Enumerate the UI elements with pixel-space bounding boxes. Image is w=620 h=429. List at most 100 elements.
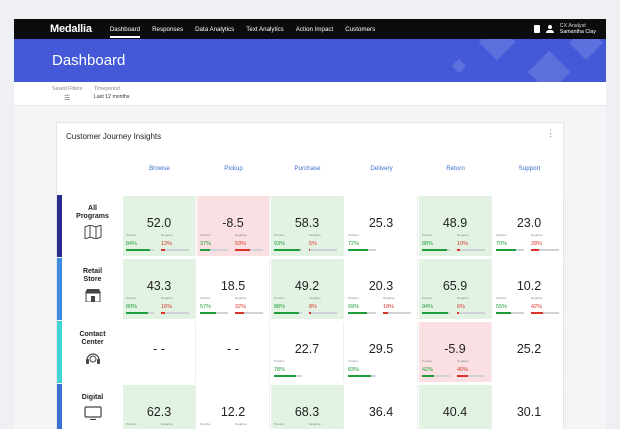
metric-cell[interactable]: 48.9 Positive 88% Negative 10% xyxy=(419,196,492,256)
metric-value: 68.3 xyxy=(294,405,320,419)
positive-bar xyxy=(274,249,302,251)
metric-cell[interactable]: 22.7 Positive 78% xyxy=(271,322,344,382)
metric-value: 29.5 xyxy=(368,342,394,356)
metric-cell[interactable]: - - xyxy=(197,322,270,382)
column-header-delivery[interactable]: Delivery xyxy=(370,165,393,172)
row-label[interactable]: All Programs xyxy=(62,195,123,257)
negative-percent: 16% xyxy=(161,304,173,310)
positive-percent: 57% xyxy=(200,304,212,310)
metric-cell[interactable]: 30.1 xyxy=(493,385,566,429)
metric-cell[interactable]: -5.9 Positive 42% Negative 40% xyxy=(419,322,492,382)
negative-bar xyxy=(457,249,485,251)
positive-bar xyxy=(348,375,376,377)
negative-bar xyxy=(531,312,559,314)
timeperiod-filter[interactable]: Timeperiod Last 12 months xyxy=(94,86,129,100)
card-title: Customer Journey Insights xyxy=(66,132,162,141)
more-options-icon[interactable]: ⋮ xyxy=(546,128,555,138)
row-label[interactable]: Digital xyxy=(62,384,123,429)
negative-label: Negative xyxy=(531,296,543,300)
top-navigation: Medallia Dashboard Responses Data Analyt… xyxy=(14,19,606,39)
negative-bar xyxy=(457,375,485,377)
nav-action-impact[interactable]: Action Impact xyxy=(295,25,334,33)
metric-cell[interactable]: 65.9 Positive 94% Negative 6% xyxy=(419,259,492,319)
positive-percent: 83% xyxy=(348,367,360,373)
positive-label: Positive xyxy=(496,233,507,237)
metric-cell[interactable]: 52.0 Positive 84% Negative 13% xyxy=(123,196,196,256)
nav-dashboard[interactable]: Dashboard xyxy=(109,20,141,39)
user-info[interactable]: CX Analyst Samantha Clay xyxy=(560,23,596,36)
nav-responses[interactable]: Responses xyxy=(152,25,184,33)
column-header-pickup[interactable]: Pickup xyxy=(224,165,243,172)
column-header-support[interactable]: Support xyxy=(518,165,541,172)
metric-cell[interactable]: 25.2 xyxy=(493,322,566,382)
journey-insights-card: Customer Journey Insights ⋮ Browse Pickup… xyxy=(56,122,566,429)
column-header-return[interactable]: Return xyxy=(446,165,465,172)
negative-bar xyxy=(531,249,559,251)
metric-cell[interactable]: 10.2 Positive 55% Negative 42% xyxy=(493,259,566,319)
metric-value: 40.4 xyxy=(442,405,468,419)
row-label-line2: Center xyxy=(81,339,104,346)
metric-cell[interactable]: 25.3 Positive 72% xyxy=(345,196,418,256)
document-icon[interactable] xyxy=(533,25,540,33)
metric-cell[interactable]: 29.5 Positive 83% xyxy=(345,322,418,382)
metric-cell[interactable]: 40.4 xyxy=(419,385,492,429)
positive-bar xyxy=(496,312,524,314)
positive-percent: 93% xyxy=(274,241,286,247)
nav-text-analytics[interactable]: Text Analytics xyxy=(246,25,284,33)
row-label[interactable]: Contact Center xyxy=(62,321,123,383)
positive-label: Positive xyxy=(348,296,359,300)
decor-square xyxy=(527,50,571,82)
negative-label: Negative xyxy=(531,233,543,237)
decor-square xyxy=(478,39,516,61)
negative-label: Negative xyxy=(161,296,173,300)
saved-filters[interactable]: Saved Filters ☰ xyxy=(52,86,82,102)
nav-customers[interactable]: Customers xyxy=(345,25,376,33)
negative-label: Negative xyxy=(457,296,469,300)
negative-label: Negative xyxy=(457,233,469,237)
negative-percent: 42% xyxy=(531,304,543,310)
metric-cell[interactable]: 58.3 Positive 93% Negative 5% xyxy=(271,196,344,256)
metric-value: 20.3 xyxy=(368,279,394,293)
user-role: CX Analyst xyxy=(559,22,586,29)
metric-value: 10.2 xyxy=(516,279,542,293)
metric-value: 65.9 xyxy=(442,279,468,293)
brand-logo[interactable]: Medallia xyxy=(50,23,92,35)
row-label[interactable]: Retail Store xyxy=(62,258,123,320)
metric-value: -8.5 xyxy=(222,216,244,230)
negative-percent: 6% xyxy=(457,304,465,310)
user-icon[interactable] xyxy=(545,25,554,33)
metric-cell[interactable]: - - xyxy=(123,322,196,382)
metric-cell[interactable]: 20.3 Positive 69% Negative 18% xyxy=(345,259,418,319)
negative-bar xyxy=(161,312,189,314)
column-header-purchase[interactable]: Purchase xyxy=(294,165,321,172)
positive-percent: 37% xyxy=(200,241,212,247)
negative-percent: 5% xyxy=(309,241,317,247)
filter-sliders-icon[interactable]: ☰ xyxy=(64,95,71,102)
negative-percent: 40% xyxy=(457,367,469,373)
page-title: Dashboard xyxy=(52,52,126,69)
row-label-line1: Contact xyxy=(79,331,106,338)
positive-label: Positive xyxy=(274,422,285,426)
positive-label: Positive xyxy=(348,359,359,363)
metric-cell[interactable]: 23.0 Positive 70% Negative 28% xyxy=(493,196,566,256)
negative-bar xyxy=(161,249,189,251)
positive-bar xyxy=(496,249,524,251)
negative-percent: 53% xyxy=(235,241,247,247)
metric-cell[interactable]: 18.5 Positive 57% Negative 32% xyxy=(197,259,270,319)
metric-value: 36.4 xyxy=(368,405,394,419)
column-header-browse[interactable]: Browse xyxy=(149,165,170,172)
metric-cell[interactable]: -8.5 Positive 37% Negative 53% xyxy=(197,196,270,256)
negative-label: Negative xyxy=(457,359,469,363)
metric-cell[interactable]: 43.3 Positive 80% Negative 16% xyxy=(123,259,196,319)
metric-cell[interactable]: 12.2Positive52%Negative26% xyxy=(197,385,270,429)
row-color-stripe xyxy=(57,195,62,257)
metric-value: - - xyxy=(227,342,239,356)
nav-data-analytics[interactable]: Data Analytics xyxy=(195,25,235,33)
metric-cell[interactable]: 36.4 xyxy=(345,385,418,429)
decor-square xyxy=(569,39,603,60)
positive-percent: 88% xyxy=(422,241,434,247)
negative-label: Negative xyxy=(161,233,173,237)
metric-cell[interactable]: 49.2 Positive 88% Negative 8% xyxy=(271,259,344,319)
